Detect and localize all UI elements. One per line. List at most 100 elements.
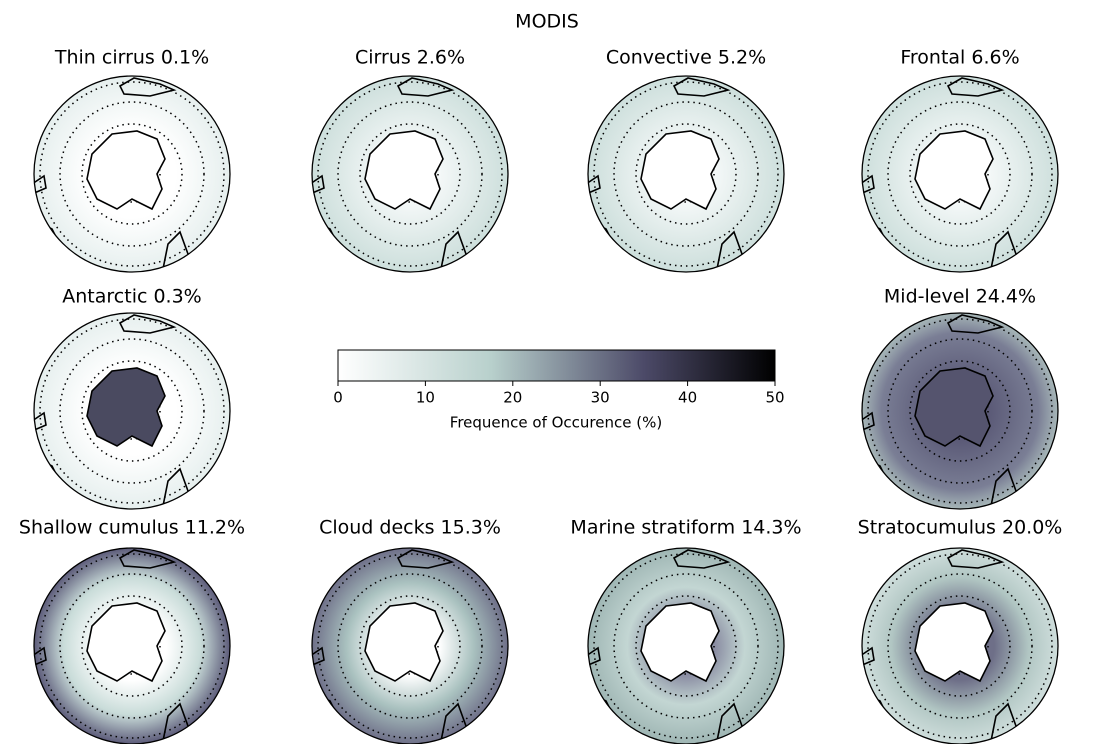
latitude-circle xyxy=(657,617,715,675)
panel-title: Marine stratiform 14.3% xyxy=(570,517,801,539)
latitude-circle xyxy=(867,553,1053,739)
panel-title: Shallow cumulus 11.2% xyxy=(19,517,245,539)
antarctica xyxy=(914,367,994,448)
map-border xyxy=(587,547,785,744)
colorbar-tick-label: 40 xyxy=(678,389,697,407)
latitude-circle xyxy=(635,123,737,225)
africa xyxy=(34,411,47,432)
figure-title: MODIS xyxy=(515,11,579,33)
latitude-circle xyxy=(39,553,225,739)
map xyxy=(862,313,1058,509)
antarctica xyxy=(640,130,720,211)
map xyxy=(588,548,784,744)
latitude-circle xyxy=(39,81,225,267)
latitude-circle xyxy=(59,573,205,719)
latitude-circle xyxy=(81,595,183,697)
australia xyxy=(672,549,731,569)
colorbar xyxy=(337,349,776,382)
colorbar-tick-label: 10 xyxy=(416,389,435,407)
antarctica xyxy=(914,130,994,211)
latitude-circle xyxy=(867,318,1053,504)
australia xyxy=(118,314,177,334)
latitude-circle xyxy=(359,123,461,225)
colorbar-tick-label: 50 xyxy=(765,389,784,407)
latitude-circle xyxy=(613,101,759,247)
panel-title: Stratocumulus 20.0% xyxy=(858,517,1063,539)
map-border xyxy=(311,547,509,744)
latitude-circle xyxy=(59,338,205,484)
colorbar-tick-label: 0 xyxy=(333,389,343,407)
map-border xyxy=(861,75,1059,273)
panel-title: Frontal 6.6% xyxy=(900,47,1019,69)
latitude-circle xyxy=(337,573,483,719)
latitude-circle xyxy=(103,382,161,440)
australia xyxy=(396,549,455,569)
latitude-circle xyxy=(909,595,1011,697)
panel-title: Thin cirrus 0.1% xyxy=(54,47,209,69)
map xyxy=(862,548,1058,744)
antarctica xyxy=(86,130,166,211)
antarctica xyxy=(364,602,444,683)
latitude-circle xyxy=(317,553,503,739)
map xyxy=(34,313,230,509)
australia xyxy=(946,77,1005,97)
map-border xyxy=(861,312,1059,510)
map xyxy=(34,76,230,272)
latitude-circle xyxy=(81,123,183,225)
latitude-circle xyxy=(909,360,1011,462)
colorbar-tick-label: 30 xyxy=(591,389,610,407)
antarctica xyxy=(914,602,994,683)
latitude-circle xyxy=(103,617,161,675)
map-border xyxy=(33,75,231,273)
africa xyxy=(588,174,601,195)
map-border xyxy=(861,547,1059,744)
australia xyxy=(396,77,455,97)
panel-title: Antarctic 0.3% xyxy=(62,286,201,308)
latitude-circle xyxy=(593,81,779,267)
panel-title: Cirrus 2.6% xyxy=(355,47,465,69)
africa xyxy=(862,174,875,195)
latitude-circle xyxy=(317,81,503,267)
latitude-circle xyxy=(867,81,1053,267)
map xyxy=(588,76,784,272)
latitude-circle xyxy=(613,573,759,719)
australia xyxy=(946,314,1005,334)
antarctica xyxy=(640,602,720,683)
map xyxy=(34,548,230,744)
latitude-circle xyxy=(931,382,989,440)
antarctica xyxy=(364,130,444,211)
latitude-circle xyxy=(887,573,1033,719)
latitude-circle xyxy=(931,145,989,203)
latitude-circle xyxy=(59,101,205,247)
antarctica xyxy=(86,367,166,448)
latitude-circle xyxy=(103,145,161,203)
latitude-circle xyxy=(931,617,989,675)
africa xyxy=(862,646,875,667)
latitude-circle xyxy=(657,145,715,203)
map-border xyxy=(587,75,785,273)
latitude-circle xyxy=(635,595,737,697)
latitude-circle xyxy=(381,145,439,203)
latitude-circle xyxy=(39,318,225,504)
map-border xyxy=(311,75,509,273)
latitude-circle xyxy=(81,360,183,462)
map xyxy=(862,76,1058,272)
panel-title: Mid-level 24.4% xyxy=(884,286,1036,308)
panel-title: Convective 5.2% xyxy=(606,47,766,69)
australia xyxy=(946,549,1005,569)
map-border xyxy=(33,547,231,744)
africa xyxy=(312,646,325,667)
australia xyxy=(118,77,177,97)
latitude-circle xyxy=(909,123,1011,225)
antarctica xyxy=(86,602,166,683)
latitude-circle xyxy=(381,617,439,675)
latitude-circle xyxy=(887,338,1033,484)
latitude-circle xyxy=(593,553,779,739)
latitude-circle xyxy=(359,595,461,697)
colorbar-label: Frequence of Occurence (%) xyxy=(450,414,662,432)
panel-title: Cloud decks 15.3% xyxy=(319,517,501,539)
africa xyxy=(588,646,601,667)
africa xyxy=(862,411,875,432)
africa xyxy=(34,646,47,667)
